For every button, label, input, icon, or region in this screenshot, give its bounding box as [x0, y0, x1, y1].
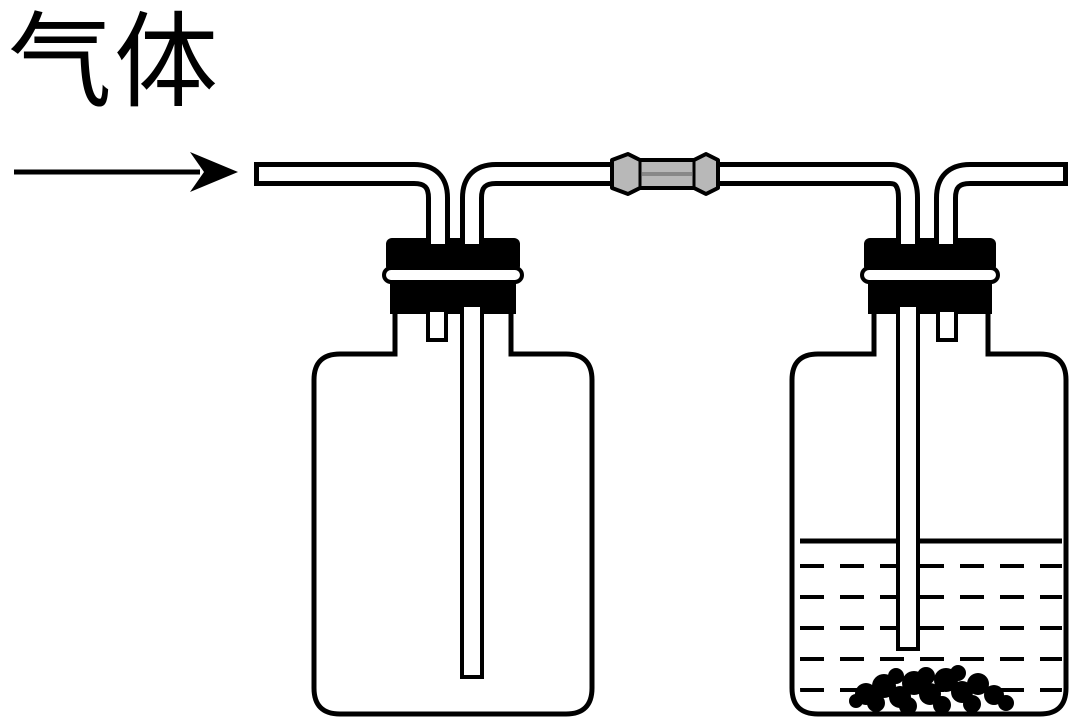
right-bottle-body — [789, 312, 1069, 717]
rubber-tube-connector — [610, 152, 720, 196]
right-long-tube — [896, 303, 920, 651]
left-bottle-body — [311, 312, 595, 717]
solid-particles — [849, 665, 1014, 715]
right-rubber-stopper — [860, 238, 1000, 314]
right-short-tube-stub — [936, 312, 958, 342]
right-gas-washing-bottle — [789, 238, 1069, 717]
left-rubber-stopper — [382, 238, 524, 314]
left-long-tube — [460, 303, 484, 679]
inlet-arrow — [14, 152, 238, 192]
glass-tubing — [254, 162, 1068, 244]
gas-label: 气体 — [8, 1, 221, 123]
left-short-tube-stub — [426, 312, 448, 342]
left-gas-washing-bottle — [311, 238, 595, 717]
